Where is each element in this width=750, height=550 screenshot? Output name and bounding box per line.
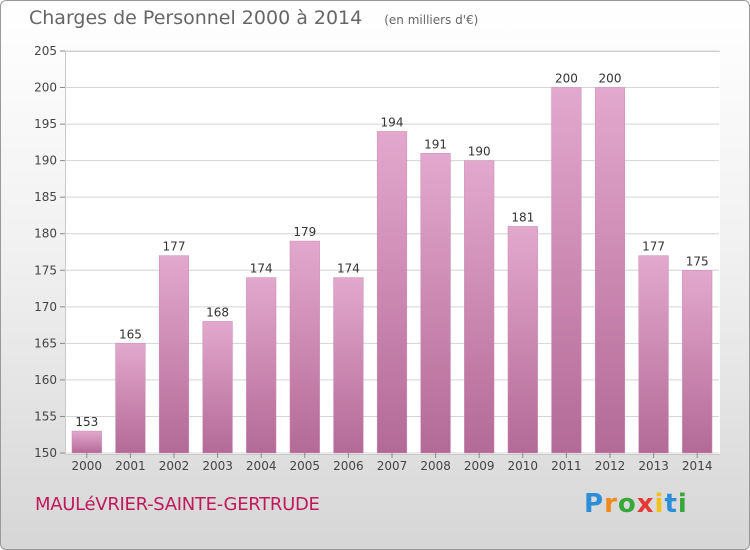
x-tick-label: 2001 — [115, 459, 146, 473]
data-label: 190 — [468, 145, 491, 159]
logo-letter: r — [604, 489, 618, 519]
bar — [333, 277, 364, 454]
data-label: 168 — [206, 305, 229, 319]
x-tick-label: 2014 — [682, 459, 713, 473]
x-tick-label: 2004 — [246, 459, 277, 473]
data-label: 194 — [381, 115, 404, 129]
bar — [289, 240, 320, 454]
bar — [507, 226, 538, 454]
bar — [551, 87, 582, 454]
x-axis: 2000 2001 2002 2003 2004 2005 2006 2007 2008 2009… — [72, 453, 713, 473]
y-tick-label: 185 — [34, 190, 57, 204]
y-tick-label: 165 — [34, 336, 57, 350]
bar — [420, 153, 451, 454]
x-tick-label: 2006 — [333, 459, 364, 473]
y-tick-label: 205 — [34, 44, 57, 58]
data-label: 191 — [424, 137, 447, 151]
y-tick-label: 200 — [34, 81, 57, 95]
y-axis: 150 155 160 165 170 175 180 185 190 195 200 205 — [34, 44, 65, 460]
bar — [376, 131, 408, 454]
x-tick-label: 2000 — [72, 459, 103, 473]
data-label: 174 — [250, 262, 273, 276]
x-tick-label: 2007 — [377, 459, 408, 473]
y-tick-label: 170 — [34, 300, 57, 314]
logo-letter: t — [664, 489, 678, 519]
proxiti-logo: Proxiti — [584, 489, 688, 519]
logo-letter: o — [617, 489, 637, 519]
x-tick-label: 2002 — [159, 459, 190, 473]
x-tick-label: 2013 — [638, 459, 669, 473]
commune-name: MAULéVRIER-SAINTE-GERTRUDE — [35, 494, 320, 515]
logo-letter: i — [677, 489, 688, 519]
data-labels: 153 165 177 168 174 179 174 194 191 190 181 200 200 1… — [75, 72, 708, 430]
bar — [638, 255, 669, 454]
bar — [594, 87, 626, 454]
y-tick-label: 190 — [34, 154, 57, 168]
bar — [246, 277, 277, 454]
bar — [71, 430, 102, 454]
y-tick-label: 180 — [34, 227, 57, 241]
logo-letter: i — [654, 489, 665, 519]
data-label: 177 — [163, 240, 186, 254]
x-tick-label: 2005 — [290, 459, 321, 473]
title-row: Charges de Personnel 2000 à 2014 (en mil… — [29, 7, 478, 37]
y-tick-label: 150 — [34, 446, 57, 460]
data-label: 153 — [75, 415, 98, 429]
data-label: 177 — [642, 240, 665, 254]
x-tick-label: 2010 — [508, 459, 539, 473]
bars — [71, 87, 713, 454]
data-label: 175 — [686, 254, 709, 268]
chart-subtitle: (en milliers d'€) — [384, 13, 479, 27]
bar — [202, 321, 233, 454]
logo-letter: x — [636, 489, 655, 519]
y-tick-label: 195 — [34, 117, 57, 131]
y-tick-label: 175 — [34, 263, 57, 277]
bar — [682, 270, 713, 454]
bar — [115, 343, 146, 454]
data-label: 165 — [119, 327, 142, 341]
y-tick-label: 155 — [34, 409, 57, 423]
x-tick-label: 2008 — [420, 459, 451, 473]
data-label: 174 — [337, 262, 360, 276]
data-label: 179 — [293, 225, 316, 239]
y-tick-label: 160 — [34, 373, 57, 387]
data-label: 200 — [555, 72, 578, 86]
bar — [464, 160, 495, 454]
x-tick-label: 2012 — [595, 459, 626, 473]
data-label: 181 — [511, 210, 534, 224]
data-label: 200 — [599, 72, 622, 86]
bar — [158, 255, 190, 454]
x-tick-label: 2003 — [202, 459, 233, 473]
chart-title: Charges de Personnel 2000 à 2014 — [29, 7, 363, 29]
x-tick-label: 2009 — [464, 459, 495, 473]
x-tick-label: 2011 — [551, 459, 582, 473]
logo-letter: P — [584, 489, 605, 519]
